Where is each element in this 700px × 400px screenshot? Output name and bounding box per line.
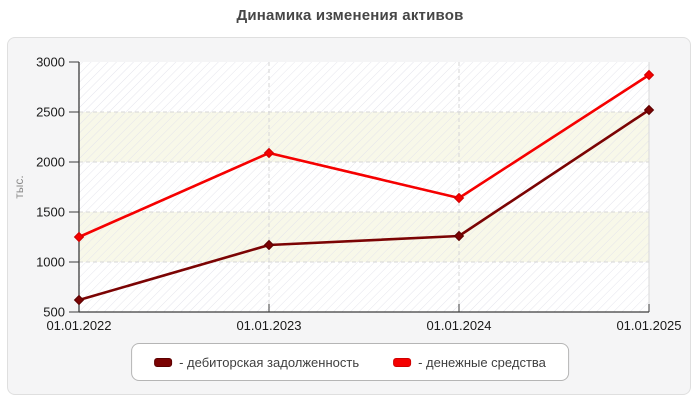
data-point [263, 239, 275, 251]
y-tick-label: 1000 [36, 255, 65, 270]
series-line-1 [77, 73, 651, 239]
hatch-overlay [79, 62, 649, 312]
data-point [263, 147, 275, 159]
x-tick-label: 01.01.2023 [236, 318, 301, 333]
data-point [73, 231, 85, 243]
data-point [73, 294, 85, 306]
cash-swatch [393, 357, 412, 367]
y-tick-label: 1500 [36, 205, 65, 220]
legend-item-cash: - денежные средства [393, 355, 546, 370]
cash-legend-label: - денежные средства [418, 354, 546, 370]
data-point [643, 69, 655, 81]
y-tick-label: 2500 [36, 105, 65, 120]
x-tick-label: 01.01.2024 [426, 318, 491, 333]
y-tick-label: 3000 [36, 55, 65, 70]
chart-title: Динамика изменения активов [236, 7, 464, 24]
legend: - дебиторская задолженность - денежные с… [131, 343, 569, 381]
receivables-legend-label: - дебиторская задолженность [179, 354, 360, 370]
x-tick-label: 01.01.2025 [616, 318, 681, 333]
y-tick-label: 2000 [36, 155, 65, 170]
data-point [453, 192, 465, 204]
legend-item-receivables: - дебиторская задолженность [154, 355, 359, 370]
data-point [643, 104, 655, 116]
series-line-0 [77, 108, 651, 302]
y-axis-title: тыс. [12, 175, 26, 199]
y-tick-label: 500 [43, 305, 65, 320]
receivables-swatch [154, 357, 173, 367]
data-point [453, 230, 465, 242]
x-tick-label: 01.01.2022 [46, 318, 111, 333]
